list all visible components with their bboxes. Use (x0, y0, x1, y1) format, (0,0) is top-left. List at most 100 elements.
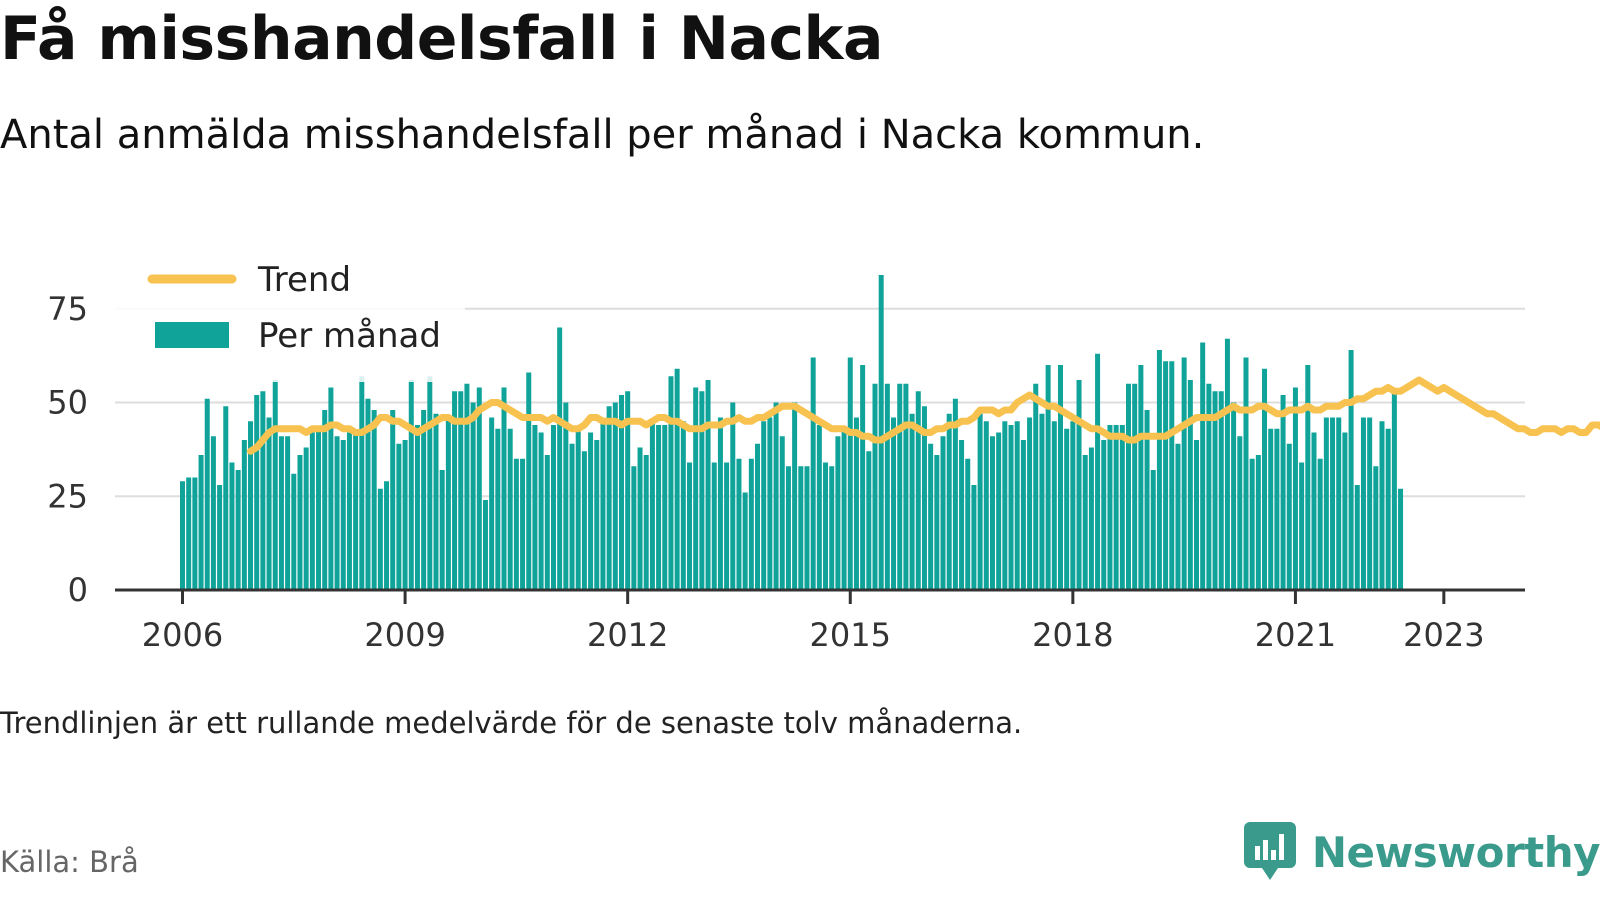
bar (241, 440, 247, 590)
x-tick-label: 2012 (587, 616, 668, 654)
bar (254, 395, 260, 590)
bar (1379, 421, 1385, 590)
bar (297, 455, 303, 590)
bar (841, 428, 847, 590)
bar (594, 440, 600, 590)
bar (1119, 425, 1125, 590)
bar (482, 500, 488, 590)
bar (489, 417, 495, 590)
bar (798, 466, 804, 590)
x-tick-label: 2009 (364, 616, 445, 654)
bar (1039, 413, 1045, 590)
bar (1354, 485, 1360, 590)
bar (1274, 428, 1280, 590)
bar (1138, 365, 1144, 590)
bar (513, 458, 519, 590)
bar (785, 466, 791, 590)
bar (928, 443, 934, 590)
bar (699, 391, 705, 590)
bar (674, 368, 680, 590)
bar (989, 436, 995, 590)
x-tick-label: 2021 (1255, 616, 1336, 654)
y-tick-label: 50 (47, 384, 88, 422)
bar (1027, 417, 1033, 590)
bar (996, 432, 1002, 590)
bar (835, 436, 841, 590)
bar (1033, 383, 1039, 590)
bar (1292, 387, 1298, 590)
legend-trend-label: Trend (257, 260, 351, 300)
bar (1156, 350, 1162, 590)
bar (965, 458, 971, 590)
bar (427, 376, 433, 590)
bar (779, 436, 785, 590)
bar (538, 432, 544, 590)
y-tick-label: 25 (47, 477, 88, 515)
bar (1014, 421, 1020, 590)
bar (1051, 421, 1057, 590)
bar (606, 406, 612, 590)
bar (223, 406, 229, 590)
bar (346, 432, 352, 590)
bar (1367, 417, 1373, 590)
bar (631, 466, 637, 590)
bar (1330, 417, 1336, 590)
bar (829, 466, 835, 590)
bar (563, 402, 569, 590)
bar (316, 428, 322, 590)
bar (1373, 466, 1379, 590)
bar (433, 413, 439, 590)
bar (1113, 425, 1119, 590)
trend-line (247, 376, 1600, 455)
bar (520, 458, 526, 590)
bar (452, 391, 458, 590)
bar (637, 447, 643, 590)
bar (618, 395, 624, 590)
bar (897, 383, 903, 590)
bar (1101, 440, 1107, 590)
bar (773, 402, 779, 590)
bar (1070, 421, 1076, 590)
bar (557, 327, 563, 590)
footnote: Trendlinjen är ett rullande medelvärde f… (0, 706, 1023, 740)
legend-bars-swatch (155, 322, 229, 348)
bar (285, 436, 291, 590)
bar (414, 425, 420, 590)
bar (823, 462, 829, 590)
bar (439, 470, 445, 590)
bar (198, 455, 204, 590)
bar (643, 455, 649, 590)
bar (625, 391, 631, 590)
bar (816, 425, 822, 590)
bar (588, 432, 594, 590)
bar (1020, 440, 1026, 590)
bar (186, 477, 192, 590)
bar (1064, 428, 1070, 590)
bar (909, 413, 915, 590)
bar (1280, 395, 1286, 590)
bar (860, 365, 866, 590)
bars (180, 275, 1404, 590)
bar (687, 462, 693, 590)
bar (946, 413, 952, 590)
bar (384, 481, 390, 590)
bar (1088, 447, 1094, 590)
bar (353, 432, 359, 590)
bar (1181, 357, 1187, 590)
bar (884, 383, 890, 590)
bar (1237, 436, 1243, 590)
bar (476, 387, 482, 590)
bar (340, 440, 346, 590)
bar (736, 458, 742, 590)
bar (1218, 391, 1224, 590)
bar (649, 421, 655, 590)
bar (445, 417, 451, 590)
bar (1144, 410, 1150, 590)
bar (1262, 368, 1268, 590)
bar (792, 402, 798, 590)
legend-background (115, 252, 465, 382)
bar (662, 425, 668, 590)
bar (1163, 361, 1169, 590)
bar (878, 275, 884, 590)
bar (390, 410, 396, 590)
